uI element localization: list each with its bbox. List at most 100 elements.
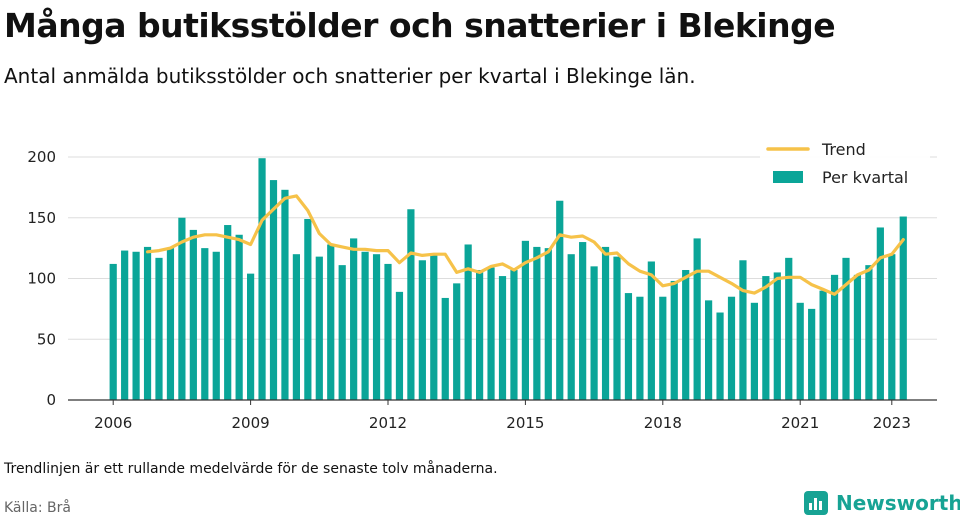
- y-tick-label: 0: [46, 391, 56, 409]
- legend-trend-label: Trend: [821, 140, 866, 159]
- y-tick-label: 50: [37, 330, 56, 348]
- bar-chart-icon: [804, 491, 828, 515]
- brand-logo: Newsworthy: [804, 488, 960, 518]
- bar: [384, 263, 392, 400]
- bar: [453, 283, 461, 400]
- bar: [258, 158, 266, 400]
- bar: [487, 267, 495, 400]
- bar: [682, 269, 690, 400]
- bar: [361, 251, 369, 400]
- bar: [155, 257, 163, 400]
- bar: [143, 246, 152, 400]
- bar: [407, 209, 415, 400]
- bar: [269, 180, 278, 400]
- source-text: Källa: Brå: [4, 500, 71, 516]
- bar: [613, 256, 621, 400]
- bar: [659, 296, 667, 400]
- bar: [395, 291, 404, 400]
- bar: [510, 269, 518, 400]
- x-tick-label: 2009: [232, 414, 270, 432]
- brand-name: Newsworthy: [836, 491, 960, 515]
- bar: [132, 251, 140, 400]
- bar: [521, 240, 529, 400]
- bar: [464, 244, 472, 400]
- trend-line: [146, 194, 905, 296]
- bar: [842, 257, 850, 400]
- bar-series: [109, 158, 907, 400]
- bar: [636, 296, 644, 400]
- bar: [121, 250, 129, 400]
- bar: [224, 225, 232, 400]
- x-tick-label: 2021: [781, 414, 819, 432]
- bar: [498, 276, 507, 400]
- bar: [201, 248, 209, 400]
- bar: [590, 266, 598, 400]
- bar: [178, 217, 186, 400]
- bar: [670, 280, 678, 400]
- y-tick-label: 100: [27, 270, 56, 288]
- bar: [647, 261, 655, 400]
- bar: [693, 238, 701, 400]
- bar: [212, 251, 220, 400]
- bar: [865, 265, 873, 400]
- x-axis-ticks: 2006 2009 2012 2015 2018 2021 2023: [94, 400, 911, 432]
- bar: [338, 265, 346, 400]
- chart-subtitle: Antal anmälda butiksstölder och snatteri…: [4, 64, 696, 88]
- bar: [109, 263, 117, 400]
- bar: [166, 248, 175, 400]
- bar: [876, 227, 884, 400]
- bar: [785, 257, 793, 400]
- bar: [372, 254, 381, 400]
- bar: [796, 302, 804, 400]
- bar: [533, 246, 541, 400]
- bar: [544, 248, 552, 400]
- bar: [350, 238, 358, 400]
- bar: [739, 260, 747, 400]
- bar: [705, 300, 713, 400]
- x-tick-label: 2006: [94, 414, 132, 432]
- bar: [304, 218, 312, 400]
- x-tick-label: 2023: [873, 414, 911, 432]
- legend-background: [760, 136, 930, 194]
- bar: [808, 308, 816, 400]
- bar: [899, 216, 907, 400]
- bar: [247, 273, 255, 400]
- bar: [601, 246, 610, 400]
- bar: [315, 256, 323, 400]
- trend-series: [146, 194, 905, 296]
- y-tick-label: 150: [27, 209, 56, 227]
- bar: [418, 260, 426, 400]
- legend-bar-swatch: [773, 171, 803, 183]
- x-tick-label: 2015: [506, 414, 544, 432]
- bar: [624, 293, 633, 400]
- bar: [716, 312, 724, 400]
- bar: [189, 229, 197, 400]
- bar: [567, 254, 575, 400]
- bar: [476, 269, 484, 400]
- bar: [292, 254, 300, 400]
- bar: [819, 290, 827, 400]
- bar: [727, 296, 736, 400]
- x-tick-label: 2012: [369, 414, 407, 432]
- bar: [830, 274, 839, 400]
- bar: [762, 276, 770, 400]
- y-tick-label: 200: [27, 148, 56, 166]
- bar: [441, 297, 449, 400]
- bar: [430, 255, 438, 400]
- bar: [281, 189, 289, 400]
- x-tick-label: 2018: [644, 414, 682, 432]
- y-axis-ticks: 0 50 100 150 200: [27, 148, 56, 409]
- legend-bar-label: Per kvartal: [822, 168, 908, 187]
- chart-area: 2006 2009 2012 2015 2018 2021 2023 0 50 100 150 20…: [27, 136, 937, 432]
- bar: [579, 242, 587, 400]
- footnote: Trendlinjen är ett rullande medelvärde f…: [4, 461, 498, 477]
- legend: Trend Per kvartal: [760, 136, 930, 194]
- bar: [750, 302, 758, 400]
- bar: [556, 200, 564, 400]
- bar: [235, 234, 243, 400]
- chart-title: Många butiksstölder och snatterier i Ble…: [4, 6, 836, 45]
- bar: [327, 244, 335, 400]
- bar: [853, 274, 862, 400]
- bar: [888, 254, 896, 400]
- bar: [773, 272, 781, 400]
